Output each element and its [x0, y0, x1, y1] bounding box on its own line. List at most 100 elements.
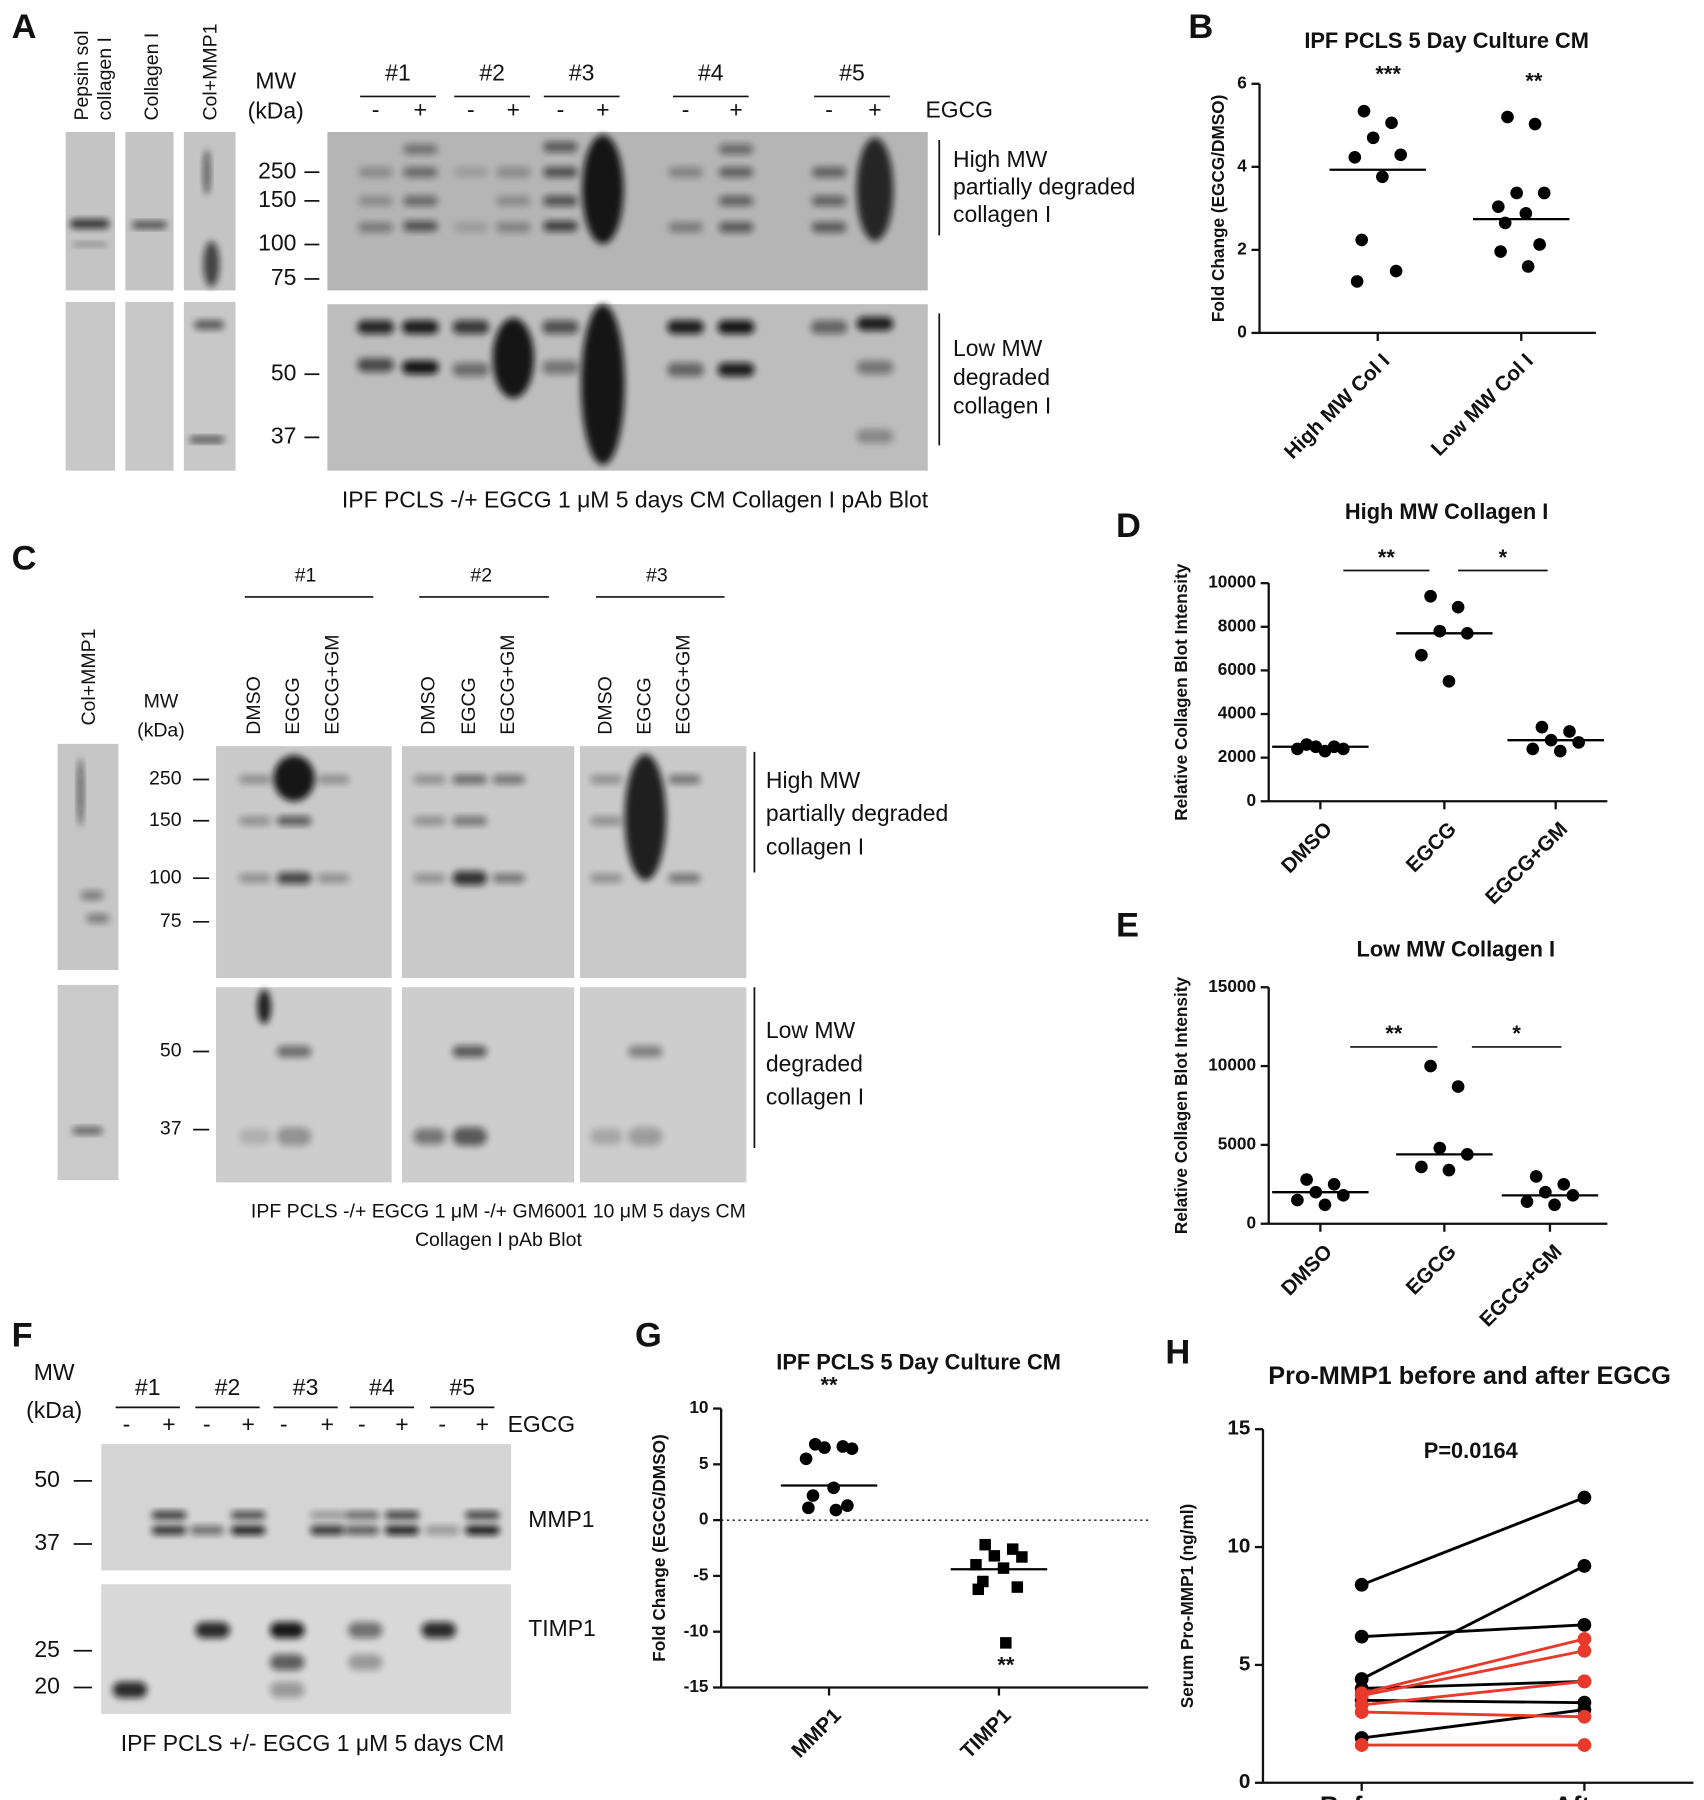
chart-title: IPF PCLS 5 Day Culture CM [776, 1350, 1061, 1375]
lane-label: collagen I [94, 37, 116, 120]
panel-letter: D [1116, 507, 1141, 545]
blot-band [590, 816, 623, 826]
sign: + [162, 1411, 175, 1437]
data-point [1348, 150, 1362, 164]
band-label: collagen I [766, 833, 864, 859]
blot-band [452, 1045, 487, 1058]
band-label: collagen I [953, 393, 1051, 419]
sample-label: #5 [839, 60, 865, 86]
panel-letter: F [12, 1316, 33, 1354]
blot-band [344, 1525, 380, 1535]
y-tick-label: 0 [1239, 1770, 1251, 1793]
data-point [1354, 1705, 1369, 1719]
blot-band [465, 1511, 500, 1520]
blot-band [667, 320, 704, 335]
mw-marker: 20 [34, 1673, 60, 1699]
condition-label: DMSO [594, 676, 616, 735]
blot-band [238, 1128, 272, 1145]
data-point [1529, 1170, 1543, 1183]
blot-background [402, 987, 575, 1183]
data-point [1354, 1688, 1369, 1703]
x-tick-label: After [1554, 1791, 1616, 1800]
chart-title: High MW Collagen I [1345, 499, 1548, 524]
blot-band [317, 873, 350, 883]
y-tick-label: 0 [1247, 790, 1257, 810]
data-point [1451, 1080, 1465, 1093]
blot-band [257, 989, 272, 1024]
data-point [1572, 736, 1585, 749]
blot-background [579, 987, 747, 1183]
significance: ** [1525, 68, 1542, 93]
blot-band [273, 755, 315, 802]
y-tick-label: 5 [699, 1453, 709, 1473]
data-point [1415, 1160, 1428, 1174]
lane-label: Col+MMP1 [200, 24, 222, 121]
mw-marker: 37 [160, 1118, 182, 1140]
blot-band [276, 816, 312, 826]
pair-line [1361, 1708, 1585, 1740]
blot-band [668, 222, 703, 233]
blot-band [624, 754, 667, 881]
y-tick-label: 0 [1247, 1212, 1257, 1232]
data-point [1291, 742, 1304, 756]
sign: - [203, 1411, 211, 1437]
blot-band [348, 1622, 383, 1639]
blot-band [403, 195, 438, 207]
y-tick-label: -5 [693, 1564, 709, 1584]
blot-band [269, 1622, 305, 1639]
data-point [988, 1550, 1001, 1562]
sample-label: #4 [698, 60, 724, 86]
blot-band [452, 871, 487, 886]
blot-band [238, 816, 272, 826]
chart-title: Low MW Collagen I [1357, 936, 1556, 961]
data-point [1424, 1059, 1437, 1073]
data-point [979, 1538, 991, 1551]
data-point [1357, 104, 1371, 118]
sample-label: #2 [470, 564, 492, 586]
condition-label: DMSO [418, 676, 440, 735]
blot-band [453, 167, 489, 178]
data-point [1577, 1709, 1592, 1724]
data-point [1494, 245, 1507, 258]
y-tick-label: 15 [1227, 1417, 1250, 1440]
sign: + [241, 1411, 254, 1437]
data-point [1526, 742, 1540, 756]
y-axis-label: Relative Collagen Blot Intensity [1171, 563, 1191, 821]
blot-band [628, 1045, 663, 1058]
data-point [1451, 600, 1465, 614]
data-point [829, 1503, 843, 1517]
significance: ** [997, 1653, 1014, 1678]
data-point [1337, 1189, 1350, 1202]
blot-background [101, 1584, 512, 1714]
y-axis-label: Fold Change (EGCG/DMSO) [649, 1434, 669, 1661]
lane-label: Col+MMP1 [78, 629, 100, 726]
blot-band [496, 167, 531, 178]
y-tick-label: 10000 [1208, 1055, 1256, 1075]
blot-band [357, 320, 394, 335]
mw-marker: 75 [271, 264, 297, 290]
blot-band [203, 241, 220, 287]
blot-band [590, 873, 623, 883]
y-tick-label: 0 [1237, 321, 1247, 341]
data-point [845, 1442, 859, 1456]
blot-band [77, 757, 84, 827]
blot-band [628, 1127, 663, 1146]
y-tick-label: 15000 [1208, 976, 1256, 996]
blot-background [57, 743, 119, 971]
blot-band [86, 913, 110, 923]
caption: IPF PCLS +/- EGCG 1 μM 5 days CM [121, 1730, 505, 1756]
sign: - [682, 96, 690, 122]
y-tick-label: 8000 [1218, 615, 1256, 635]
blot-band [357, 358, 394, 372]
mw-title: (kDa) [248, 98, 304, 124]
y-axis-label: Fold Change (EGCG/DMSO) [1208, 95, 1228, 322]
blot-band [492, 873, 525, 883]
y-tick-label: 10 [1227, 1535, 1250, 1558]
y-tick-label: 10 [689, 1397, 708, 1417]
blot-background [65, 301, 116, 471]
data-point [1528, 117, 1542, 131]
y-tick-label: 2 [1237, 238, 1247, 258]
sign: + [414, 96, 427, 122]
sign: - [358, 1411, 366, 1437]
data-point [970, 1559, 982, 1571]
